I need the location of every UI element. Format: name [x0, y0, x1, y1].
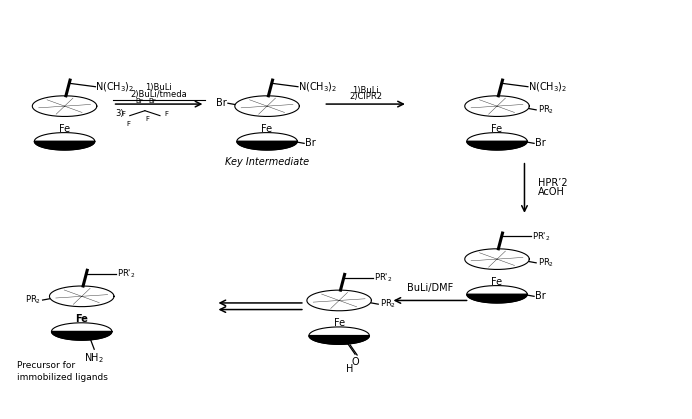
Text: Br: Br: [305, 138, 316, 148]
Text: Fe: Fe: [334, 318, 345, 328]
Text: Fe: Fe: [491, 124, 502, 134]
Polygon shape: [35, 141, 95, 150]
Polygon shape: [309, 336, 370, 344]
Text: PR'$_2$: PR'$_2$: [374, 272, 392, 284]
Text: N(CH$_3$)$_2$: N(CH$_3$)$_2$: [528, 80, 567, 93]
Text: Fe: Fe: [59, 124, 70, 134]
Text: PR$_2$: PR$_2$: [538, 103, 554, 116]
Text: Fe: Fe: [491, 277, 502, 287]
Text: 1)BuLi: 1)BuLi: [145, 83, 172, 92]
Text: 2)BuLi/tmeda: 2)BuLi/tmeda: [131, 90, 188, 99]
Text: N(CH$_3$)$_2$: N(CH$_3$)$_2$: [95, 80, 135, 93]
Polygon shape: [467, 294, 527, 303]
Polygon shape: [237, 141, 298, 150]
Text: Key Intermediate: Key Intermediate: [225, 157, 309, 167]
Text: 3): 3): [116, 109, 124, 118]
Text: Fe: Fe: [262, 124, 273, 134]
Text: 2)ClPR2: 2)ClPR2: [349, 92, 382, 101]
Text: Precursor for
immobilized ligands: Precursor for immobilized ligands: [17, 361, 107, 382]
Text: O: O: [352, 357, 359, 367]
Text: Fe: Fe: [75, 314, 88, 324]
Text: N(CH$_3$)$_2$: N(CH$_3$)$_2$: [298, 80, 338, 93]
Text: PR$_2$: PR$_2$: [25, 294, 42, 306]
Text: Br: Br: [216, 98, 226, 108]
Text: NH$_2$: NH$_2$: [84, 351, 104, 365]
Text: Br: Br: [536, 291, 546, 301]
Polygon shape: [467, 141, 527, 150]
Text: F: F: [127, 122, 130, 127]
Polygon shape: [51, 331, 112, 340]
Text: F: F: [164, 111, 168, 117]
Text: HPR’2: HPR’2: [538, 178, 568, 188]
Text: PR$_2$: PR$_2$: [380, 298, 396, 310]
Text: PR$_2$: PR$_2$: [538, 256, 554, 269]
Text: PR'$_2$: PR'$_2$: [117, 267, 135, 280]
Text: BuLi/DMF: BuLi/DMF: [407, 283, 453, 293]
Text: Br: Br: [536, 138, 546, 148]
Text: H: H: [346, 364, 353, 374]
Text: F: F: [122, 111, 126, 117]
Text: 1)BuLi: 1)BuLi: [352, 86, 379, 95]
Text: PR'$_2$: PR'$_2$: [532, 230, 550, 243]
Text: AcOH: AcOH: [538, 187, 565, 197]
Text: F: F: [145, 116, 149, 122]
Text: Br: Br: [136, 98, 143, 104]
Text: Br: Br: [148, 98, 156, 104]
